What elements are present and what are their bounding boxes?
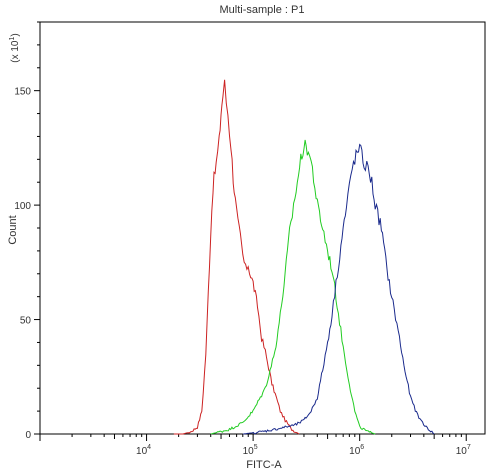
y-tick-label: 0 (25, 430, 31, 441)
x-tick-label: 105 (243, 444, 258, 457)
y-axis-label: Count (7, 215, 19, 244)
x-tick-label: 106 (349, 444, 364, 457)
x-axis-label: FITC-A (246, 459, 282, 471)
y-tick-label: 100 (14, 201, 31, 212)
series-line-3 (242, 143, 435, 435)
x-tick-label: 104 (136, 444, 151, 457)
y-multiplier-label: (x 101) (9, 33, 21, 62)
plot-frame (39, 21, 486, 435)
y-tick-label: 150 (14, 87, 31, 98)
x-tick-label: 107 (456, 444, 471, 457)
y-tick-label: 50 (20, 316, 32, 327)
series-line-2 (210, 139, 376, 435)
series-line-1 (173, 79, 300, 435)
chart-title: Multi-sample : P1 (220, 4, 305, 16)
series-layer (173, 79, 435, 435)
axes: 104 105 106 107 0 50 100 150 (14, 21, 471, 457)
